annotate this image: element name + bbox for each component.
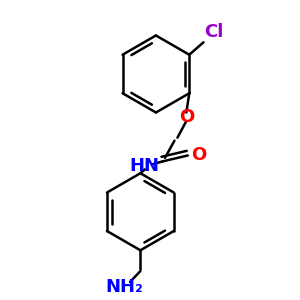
Text: O: O — [179, 108, 194, 126]
Text: O: O — [191, 146, 206, 164]
Text: HN: HN — [130, 157, 160, 175]
Text: NH₂: NH₂ — [105, 278, 143, 296]
Text: Cl: Cl — [204, 23, 224, 41]
